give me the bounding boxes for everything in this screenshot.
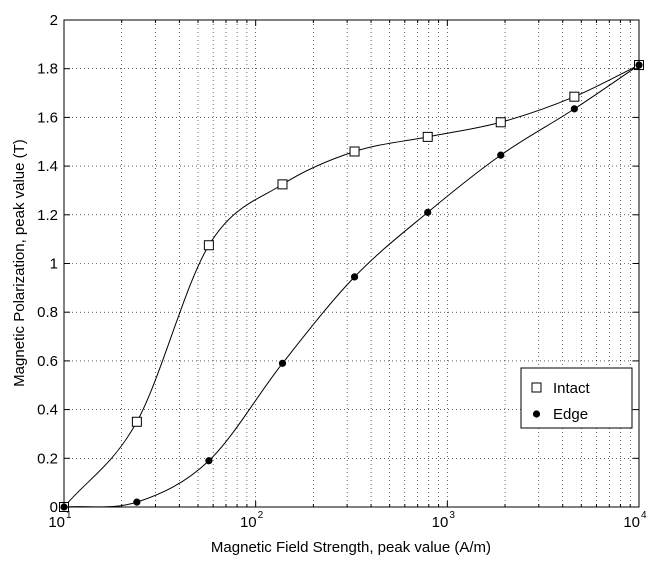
x-tick-label-exponent: 4 — [641, 510, 647, 521]
x-tick-label: 10 2 — [240, 510, 264, 531]
y-tick-label: 0.4 — [37, 402, 58, 419]
x-tick-label-exponent: 1 — [66, 510, 72, 521]
legend-intact-label: Intact — [553, 380, 591, 397]
x-tick-label-exponent: 3 — [449, 510, 455, 521]
y-tick-label: 0 — [50, 499, 58, 516]
x-tick-label: 10 1 — [48, 510, 72, 531]
y-tick-label: 1.2 — [37, 207, 58, 224]
intact-series-line — [63, 64, 640, 508]
x-tick-label-base: 10 — [240, 514, 257, 531]
edge-series-line — [63, 64, 640, 508]
intact-point — [203, 240, 214, 251]
intact-point — [422, 131, 433, 142]
edge-point — [133, 498, 141, 506]
y-tick-label: 1.6 — [37, 109, 58, 126]
x-tick-label-base: 10 — [432, 514, 449, 531]
intact-point — [569, 91, 580, 102]
edge-point — [570, 105, 578, 113]
legend-edge-marker — [532, 410, 541, 418]
edge-point — [424, 208, 432, 216]
legend-box — [520, 367, 633, 429]
y-tick-label: 0.6 — [37, 353, 58, 370]
edge-point — [278, 359, 287, 367]
intact-point — [131, 416, 142, 427]
y-tick-label: 2 — [50, 12, 58, 29]
edge-point — [350, 273, 359, 281]
x-tick-label-base: 10 — [623, 514, 640, 531]
y-axis-label: Magnetic Polarization, peak value (T) — [11, 139, 28, 387]
y-tick-label: 1 — [50, 256, 58, 273]
intact-point — [349, 146, 360, 157]
edge-point — [497, 151, 505, 159]
legend-edge-label: Edge — [553, 406, 588, 423]
x-tick-label-base: 10 — [48, 514, 65, 531]
y-tick-label: 0.2 — [37, 450, 58, 467]
y-tick-label: 0.8 — [37, 304, 58, 321]
y-tick-label: 1.8 — [37, 61, 58, 78]
x-axis-label: Magnetic Field Strength, peak value (A/m… — [211, 539, 491, 556]
x-tick-label: 10 3 — [432, 510, 456, 531]
curves — [63, 64, 640, 508]
intact-point — [495, 117, 506, 128]
intact-point — [277, 179, 288, 190]
legend: Intact Edge — [520, 367, 633, 429]
ticks — [63, 19, 639, 508]
y-tick-label: 1.4 — [37, 158, 58, 175]
edge-point — [205, 457, 213, 465]
legend-intact-marker — [531, 382, 542, 393]
x-tick-label-exponent: 2 — [258, 510, 264, 521]
x-tick-label: 10 4 — [623, 510, 647, 531]
